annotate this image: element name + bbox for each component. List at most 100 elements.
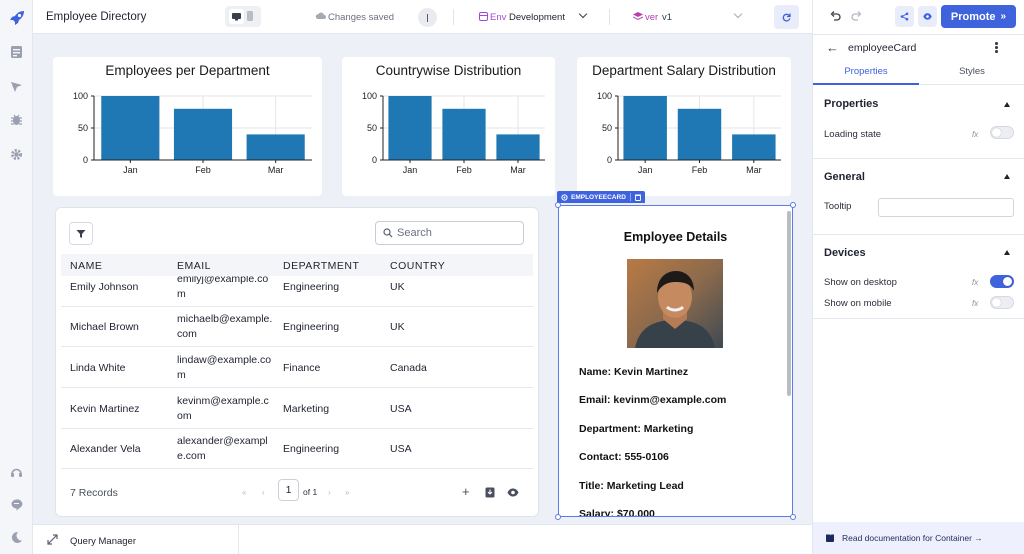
text-cursor-button[interactable] (418, 8, 437, 27)
first-page-icon[interactable]: « (242, 488, 247, 497)
desktop-view-icon[interactable] (229, 9, 244, 24)
share-icon (900, 12, 909, 21)
device-toggle[interactable] (225, 6, 261, 27)
collapse-caret-icon[interactable] (1004, 250, 1010, 255)
back-arrow-icon[interactable]: ← (826, 40, 839, 55)
divider (813, 158, 1024, 159)
docs-link[interactable]: Read documentation for Container → (813, 522, 1024, 554)
column-header-name[interactable]: NAME (70, 260, 103, 272)
table-row[interactable]: Emily Johnson emilyj@example.com Enginee… (61, 276, 533, 307)
chart-card[interactable]: Employees per Department 0 50 100 Jan Feb Mar (53, 57, 322, 196)
x-tick-label: Feb (195, 165, 211, 175)
selected-component-tag[interactable]: EMPLOYEECARD (557, 191, 645, 203)
loading-state-toggle[interactable] (990, 126, 1014, 139)
rocket-icon[interactable] (7, 8, 27, 28)
table-row[interactable]: Michael Brown michaelb@example.com Engin… (61, 307, 533, 347)
section-properties-title[interactable]: Properties (824, 98, 879, 110)
app-canvas: Employees per Department 0 50 100 Jan Feb Mar… (33, 34, 812, 524)
column-header-country[interactable]: COUNTRY (390, 260, 446, 272)
column-header-department[interactable]: DEPARTMENT (283, 260, 360, 272)
add-row-icon[interactable]: + (462, 484, 470, 499)
section-devices-title[interactable]: Devices (824, 247, 866, 259)
page-input[interactable]: 1 (278, 479, 299, 501)
divider (629, 193, 631, 201)
employee-card[interactable]: Employee Details Name: Kevin Martinez Em… (558, 205, 793, 517)
collapse-caret-icon[interactable] (1004, 102, 1010, 107)
bar (246, 134, 305, 160)
table-row[interactable]: Alexander Vela alexander@example.com Eng… (61, 429, 533, 469)
tab-properties[interactable]: Properties (813, 61, 919, 85)
environment-selector[interactable]: Env Development (477, 8, 589, 26)
previous-page-icon[interactable]: ‹ (262, 488, 265, 497)
inspector-panel: Promote » ← employeeCard Properties Styl… (812, 0, 1024, 554)
x-tick-label: Feb (456, 165, 472, 175)
undo-icon[interactable] (830, 11, 841, 21)
page-total: of 1 (303, 487, 318, 497)
bar-chart: 0 50 100 Jan Feb Mar (73, 91, 312, 175)
divider (238, 525, 239, 554)
table-row[interactable]: Kevin Martinez kevinm@example.com Market… (61, 389, 533, 429)
cell-name: Alexander Vela (70, 443, 141, 455)
divider (813, 34, 1024, 35)
component-name[interactable]: employeeCard (848, 42, 917, 54)
fx-icon[interactable]: fx (972, 299, 979, 308)
employee-salary: Salary: $70,000 (579, 508, 655, 517)
redo-icon[interactable] (851, 11, 862, 21)
table-row[interactable]: Linda White lindaw@example.com Finance C… (61, 348, 533, 388)
double-chevron-icon: » (1000, 11, 1007, 22)
chart-card[interactable]: Countrywise Distribution 0 50 100 Jan Feb Mar (342, 57, 555, 196)
search-icon (383, 228, 393, 238)
next-page-icon[interactable]: › (328, 488, 331, 497)
more-options-icon[interactable] (995, 42, 998, 53)
cell-email: emilyj@example.com (177, 276, 269, 300)
promote-button[interactable]: Promote » (941, 5, 1016, 28)
resize-handle[interactable] (555, 514, 561, 520)
download-icon[interactable] (485, 487, 495, 498)
share-button[interactable] (895, 6, 914, 27)
employee-photo (627, 259, 723, 348)
eye-icon[interactable] (507, 488, 519, 497)
column-header-email[interactable]: EMAIL (177, 260, 212, 272)
bar-chart: 0 50 100 Jan Feb Mar (597, 91, 781, 175)
settings-icon[interactable] (8, 146, 25, 163)
show-on-mobile-toggle[interactable] (990, 296, 1014, 309)
query-manager-label[interactable]: Query Manager (70, 536, 137, 547)
tooltip-input[interactable] (878, 198, 1014, 217)
resize-handle[interactable] (790, 514, 796, 520)
employee-name: Name: Kevin Martinez (579, 366, 689, 378)
resize-handle[interactable] (790, 202, 796, 208)
layers-icon (633, 12, 643, 21)
employee-department: Department: Marketing (579, 423, 694, 435)
chat-icon[interactable] (8, 496, 25, 513)
card-scrollbar[interactable] (787, 211, 791, 396)
pages-icon[interactable] (8, 43, 25, 60)
last-page-icon[interactable]: » (345, 488, 350, 497)
version-selector[interactable]: ver v1 (631, 8, 746, 26)
expand-icon[interactable] (47, 534, 58, 545)
environment-value: Development (509, 12, 565, 23)
debugger-icon[interactable] (8, 111, 25, 128)
tab-label: Styles (959, 66, 985, 77)
promote-label: Promote (950, 10, 996, 23)
top-bar: Employee Directory Changes saved Env Dev… (33, 0, 812, 34)
app-title[interactable]: Employee Directory (46, 11, 147, 23)
components-icon[interactable] (8, 78, 25, 95)
preview-button[interactable] (918, 6, 937, 27)
fx-icon[interactable]: fx (972, 130, 979, 139)
fx-icon[interactable]: fx (972, 278, 979, 287)
theme-icon[interactable] (8, 529, 25, 546)
collapse-caret-icon[interactable] (1004, 174, 1010, 179)
trash-icon[interactable] (634, 194, 641, 201)
mobile-view-icon[interactable] (247, 11, 253, 21)
refresh-button[interactable] (774, 5, 799, 29)
tab-styles[interactable]: Styles (919, 61, 1024, 85)
loading-state-label: Loading state (824, 129, 882, 140)
support-icon[interactable] (8, 464, 25, 481)
filter-button[interactable] (69, 222, 93, 245)
section-general-title[interactable]: General (824, 171, 865, 183)
search-input[interactable]: Search (375, 221, 524, 245)
cell-name: Michael Brown (70, 321, 139, 333)
show-on-desktop-toggle[interactable] (990, 275, 1014, 288)
chart-card[interactable]: Department Salary Distribution 0 50 100 Jan… (577, 57, 791, 196)
resize-handle[interactable] (555, 202, 561, 208)
